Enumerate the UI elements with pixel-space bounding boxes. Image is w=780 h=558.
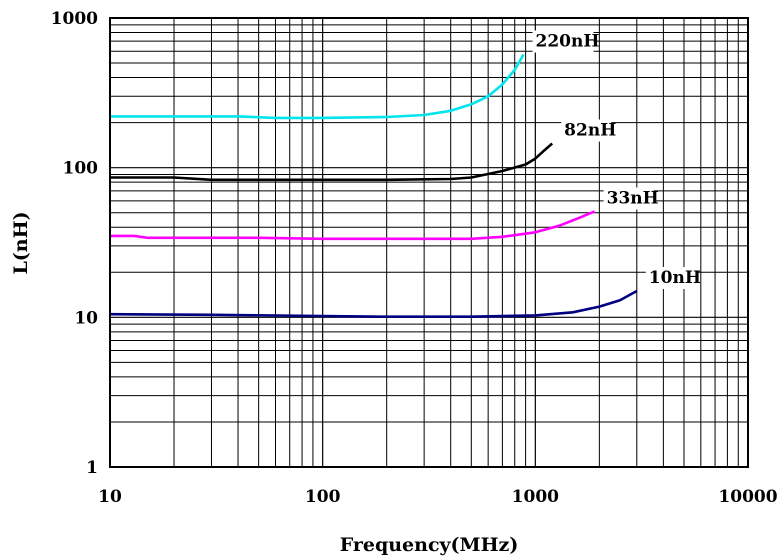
series-label-bg	[603, 187, 654, 210]
grid	[110, 18, 748, 467]
series-label-bg	[532, 30, 594, 53]
y-axis-title: L(nH)	[10, 211, 32, 274]
x-tick-label: 100	[305, 487, 341, 507]
x-tick-label: 10	[98, 487, 122, 507]
series-label-bg	[561, 119, 612, 142]
y-tick-label: 10	[74, 308, 98, 328]
series-label-10nH: 10nH	[649, 268, 701, 288]
y-tick-label: 1000	[51, 9, 98, 29]
series-label-layer: 220nH 82nH 33nH 10nH	[532, 30, 701, 289]
series-label-bg	[645, 266, 696, 289]
series-line-220nH	[110, 53, 525, 120]
series-label-220nH: 220nH	[536, 32, 600, 52]
y-tick-label: 1	[86, 458, 98, 478]
series-line-33nH	[110, 210, 596, 241]
series-label-82nH: 82nH	[564, 121, 616, 141]
plot-area	[110, 18, 748, 467]
y-tick-label: 100	[63, 159, 99, 179]
series-line-10nH	[109, 289, 638, 318]
x-axis-title: Frequency(MHz)	[340, 534, 519, 556]
series-layer	[109, 53, 638, 318]
series-label-33nH: 33nH	[607, 188, 659, 208]
series-line-82nH	[110, 142, 554, 182]
plot-frame	[109, 17, 749, 468]
x-tick-label: 1000	[512, 487, 559, 507]
x-tick-label: 10000	[718, 487, 777, 507]
